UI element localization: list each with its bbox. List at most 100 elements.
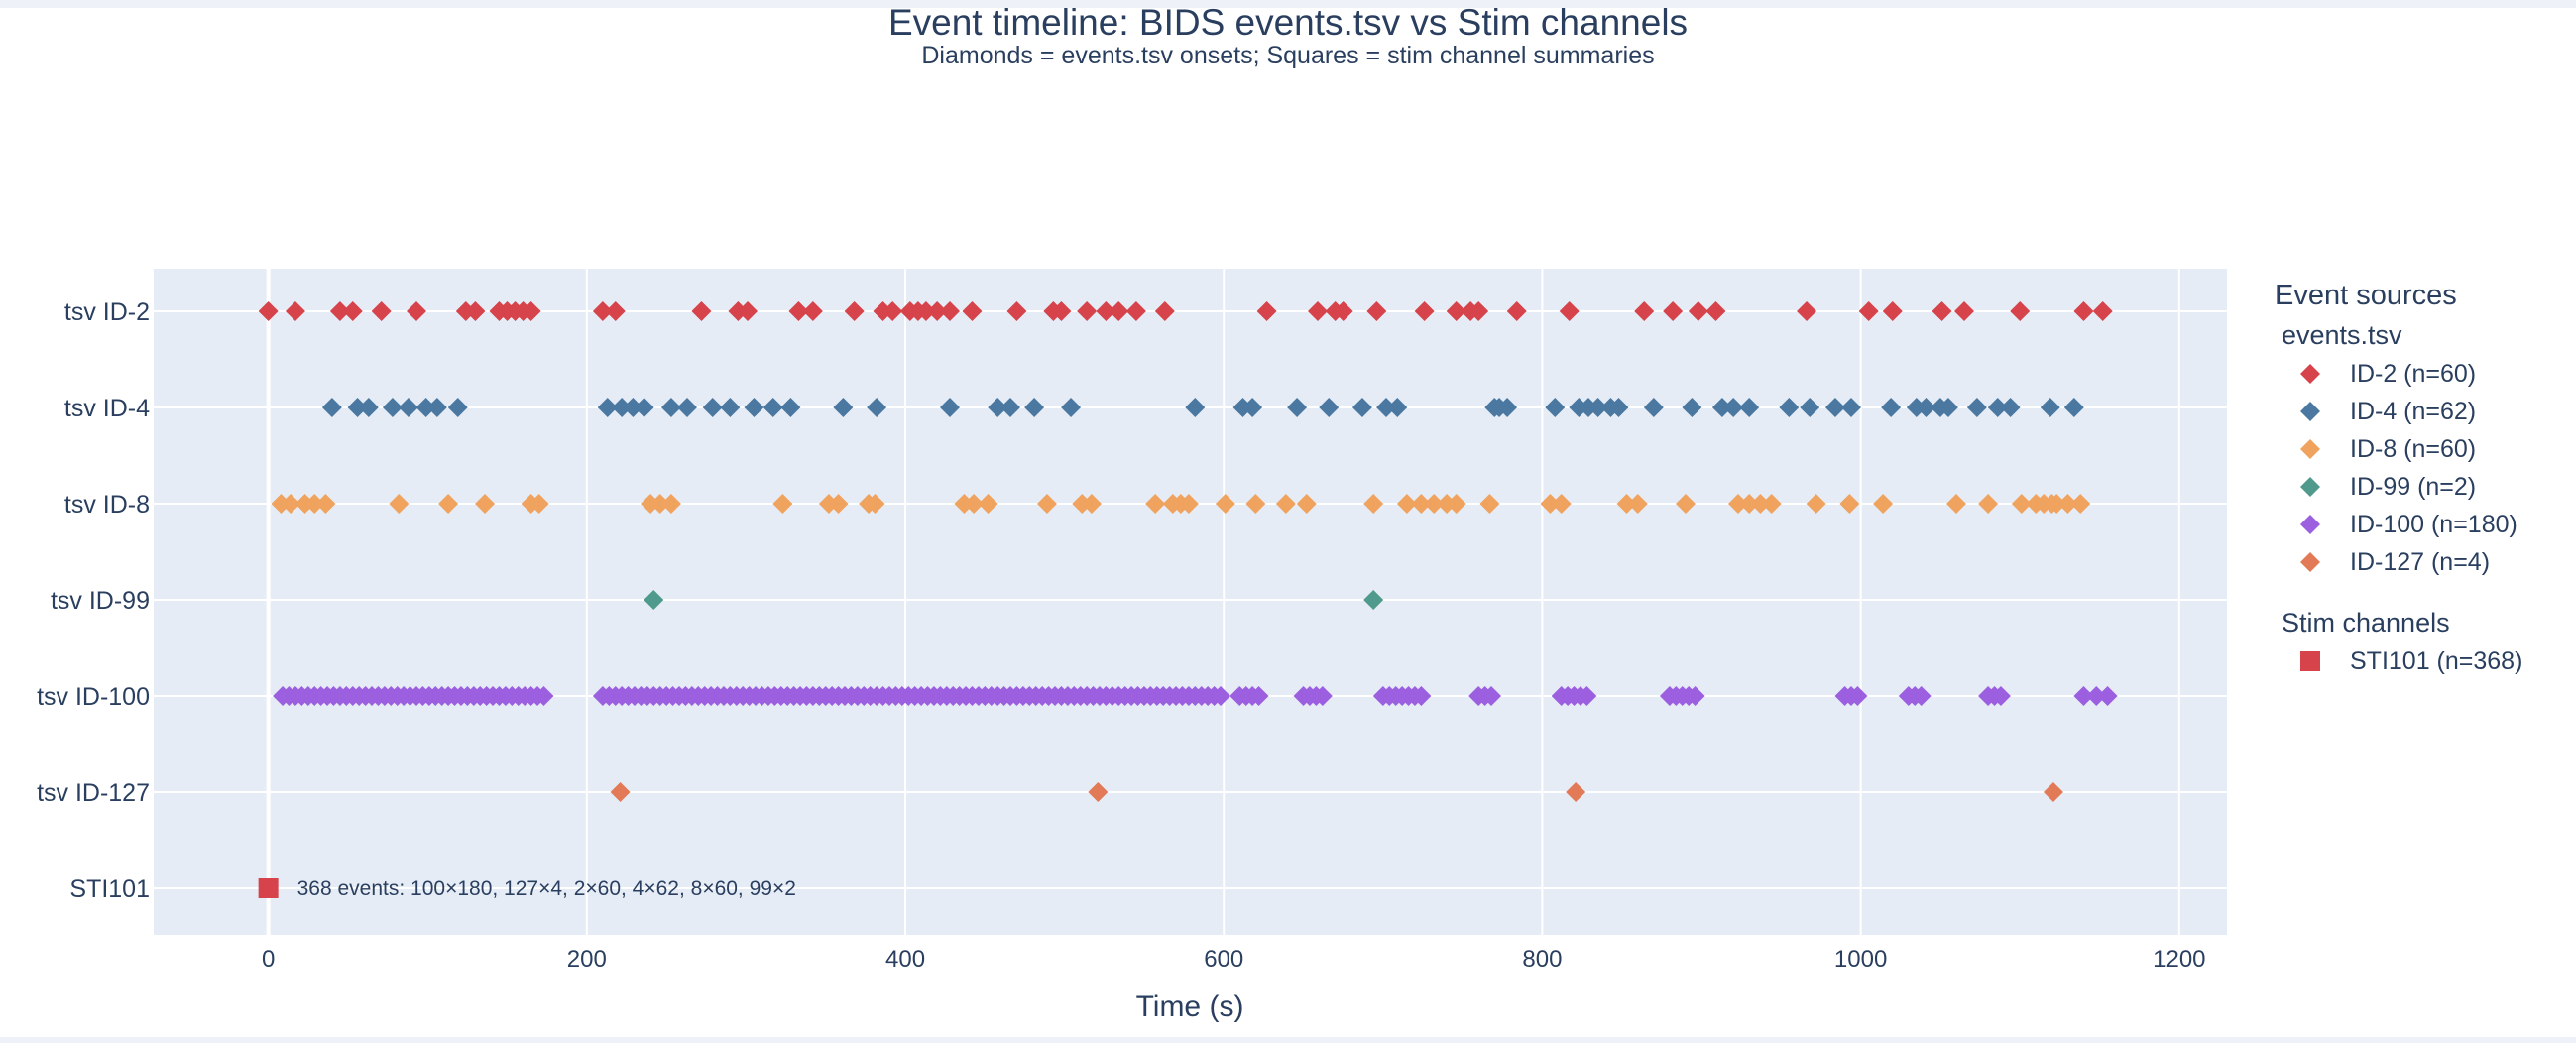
diamond-marker[interactable]: [1061, 398, 1082, 417]
diamond-marker[interactable]: [677, 398, 698, 417]
diamond-marker[interactable]: [738, 301, 759, 321]
diamond-marker[interactable]: [447, 398, 468, 417]
diamond-marker[interactable]: [1215, 494, 1235, 514]
diamond-marker[interactable]: [1750, 494, 1771, 514]
diamond-marker[interactable]: [1954, 301, 1975, 321]
diamond-marker[interactable]: [1396, 494, 1417, 514]
diamond-marker[interactable]: [1468, 301, 1489, 321]
diamond-marker[interactable]: [1627, 494, 1648, 514]
diamond-marker[interactable]: [939, 301, 960, 321]
diamond-marker[interactable]: [315, 494, 336, 514]
diamond-marker[interactable]: [927, 301, 948, 321]
diamond-marker[interactable]: [1616, 494, 1637, 514]
diamond-marker[interactable]: [1366, 301, 1387, 321]
diamond-marker[interactable]: [1688, 301, 1708, 321]
diamond-marker[interactable]: [521, 301, 541, 321]
diamond-marker[interactable]: [1424, 494, 1445, 514]
diamond-marker[interactable]: [634, 398, 654, 417]
diamond-marker[interactable]: [780, 398, 801, 417]
diamond-marker[interactable]: [1024, 398, 1045, 417]
diamond-marker[interactable]: [1577, 686, 1597, 706]
diamond-marker[interactable]: [1145, 494, 1166, 514]
diamond-marker[interactable]: [2011, 494, 2032, 514]
diamond-marker[interactable]: [1916, 398, 1936, 417]
diamond-marker[interactable]: [1497, 398, 1518, 417]
diamond-marker[interactable]: [623, 398, 644, 417]
diamond-marker[interactable]: [258, 301, 279, 321]
diamond-marker[interactable]: [1051, 301, 1072, 321]
diamond-marker[interactable]: [2092, 301, 2113, 321]
diamond-marker[interactable]: [1307, 301, 1328, 321]
diamond-marker[interactable]: [1446, 494, 1466, 514]
diamond-marker[interactable]: [833, 398, 854, 417]
diamond-marker[interactable]: [1185, 398, 1206, 417]
diamond-marker[interactable]: [1006, 301, 1027, 321]
diamond-marker[interactable]: [1882, 301, 1903, 321]
diamond-marker[interactable]: [1363, 494, 1384, 514]
diamond-marker[interactable]: [2010, 301, 2031, 321]
diamond-marker[interactable]: [1663, 301, 1684, 321]
diamond-marker[interactable]: [1682, 398, 1702, 417]
diamond-marker[interactable]: [867, 398, 887, 417]
diamond-marker[interactable]: [1911, 686, 1932, 706]
diamond-marker[interactable]: [1797, 301, 1817, 321]
diamond-marker[interactable]: [1287, 398, 1308, 417]
diamond-marker[interactable]: [321, 398, 342, 417]
diamond-marker[interactable]: [772, 494, 793, 514]
diamond-marker[interactable]: [988, 398, 1008, 417]
diamond-marker[interactable]: [1634, 301, 1655, 321]
diamond-marker[interactable]: [1154, 301, 1175, 321]
diamond-marker[interactable]: [528, 494, 549, 514]
diamond-marker[interactable]: [1312, 686, 1333, 706]
diamond-marker[interactable]: [1739, 398, 1760, 417]
diamond-marker[interactable]: [882, 301, 903, 321]
square-marker[interactable]: [258, 878, 279, 898]
diamond-marker[interactable]: [1540, 494, 1561, 514]
diamond-marker[interactable]: [371, 301, 392, 321]
diamond-marker[interactable]: [1727, 494, 1748, 514]
diamond-marker[interactable]: [1096, 301, 1116, 321]
diamond-marker[interactable]: [744, 398, 764, 417]
diamond-marker[interactable]: [597, 398, 618, 417]
diamond-marker[interactable]: [1036, 494, 1057, 514]
diamond-marker[interactable]: [649, 494, 670, 514]
diamond-marker[interactable]: [978, 494, 998, 514]
diamond-marker[interactable]: [1839, 494, 1860, 514]
diamond-marker[interactable]: [1840, 398, 1861, 417]
diamond-marker[interactable]: [1723, 398, 1744, 417]
diamond-marker[interactable]: [1248, 686, 1269, 706]
diamond-marker[interactable]: [1256, 301, 1277, 321]
diamond-marker[interactable]: [1211, 686, 1231, 706]
diamond-marker[interactable]: [1481, 686, 1502, 706]
diamond-marker[interactable]: [660, 398, 681, 417]
diamond-marker[interactable]: [644, 590, 664, 610]
diamond-marker[interactable]: [1333, 301, 1353, 321]
diamond-marker[interactable]: [844, 301, 865, 321]
diamond-marker[interactable]: [1847, 686, 1868, 706]
diamond-marker[interactable]: [1242, 398, 1263, 417]
diamond-marker[interactable]: [802, 301, 823, 321]
diamond-marker[interactable]: [1705, 301, 1726, 321]
diamond-marker[interactable]: [939, 398, 960, 417]
diamond-marker[interactable]: [1932, 301, 1952, 321]
diamond-marker[interactable]: [592, 301, 613, 321]
diamond-marker[interactable]: [1685, 686, 1705, 706]
diamond-marker[interactable]: [1881, 398, 1902, 417]
diamond-marker[interactable]: [915, 301, 936, 321]
diamond-marker[interactable]: [691, 301, 712, 321]
diamond-marker[interactable]: [426, 398, 447, 417]
diamond-marker[interactable]: [1966, 398, 1987, 417]
diamond-marker[interactable]: [475, 494, 496, 514]
diamond-marker[interactable]: [1077, 301, 1098, 321]
diamond-marker[interactable]: [406, 301, 426, 321]
diamond-marker[interactable]: [1551, 494, 1572, 514]
diamond-marker[interactable]: [1275, 494, 1296, 514]
diamond-marker[interactable]: [1411, 494, 1432, 514]
diamond-marker[interactable]: [1446, 301, 1466, 321]
diamond-marker[interactable]: [660, 494, 681, 514]
diamond-marker[interactable]: [358, 398, 379, 417]
diamond-marker[interactable]: [1824, 398, 1845, 417]
diamond-marker[interactable]: [1245, 494, 1266, 514]
diamond-marker[interactable]: [1937, 398, 1958, 417]
diamond-marker[interactable]: [1363, 590, 1384, 610]
